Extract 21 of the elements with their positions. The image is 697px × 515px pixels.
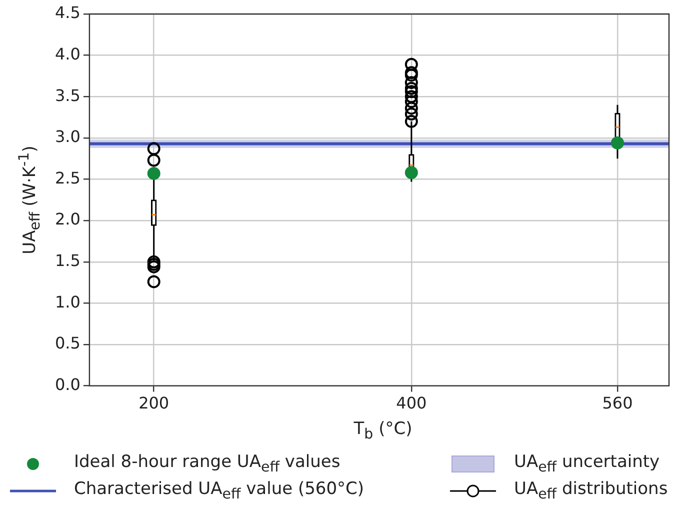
point — [404, 166, 418, 180]
x-axis-title: T$_{b}$ (°C) — [354, 419, 412, 442]
y-tick-label: 4.0 — [54, 44, 80, 64]
y-tick-label: 1.0 — [54, 292, 80, 312]
legend-label: UA$_{eff}$ distributions — [514, 479, 668, 503]
y-tick-label: 0.0 — [54, 374, 80, 394]
y-tick-label: 4.5 — [54, 3, 80, 22]
x-tick-label: 400 — [396, 394, 427, 413]
y-tick-label: 0.5 — [54, 334, 80, 353]
legend-label: UA$_{eff}$ uncertainty — [514, 452, 660, 476]
point — [610, 136, 624, 150]
point — [147, 166, 160, 180]
y-tick-label: 2.5 — [54, 168, 80, 188]
x-tick-label: 560 — [602, 394, 633, 413]
legend-label: Ideal 8-hour range UA$_{eff}$ values — [74, 452, 340, 476]
x-tick-label: 200 — [138, 394, 170, 413]
y-tick-label: 3.0 — [54, 127, 80, 146]
legend-label: Characterised UA$_{eff}$ value (560°C) — [74, 479, 364, 503]
y-tick-label: 1.5 — [54, 251, 80, 270]
y-tick-label: 2.0 — [54, 210, 80, 229]
y-tick-label: 3.5 — [54, 86, 80, 105]
